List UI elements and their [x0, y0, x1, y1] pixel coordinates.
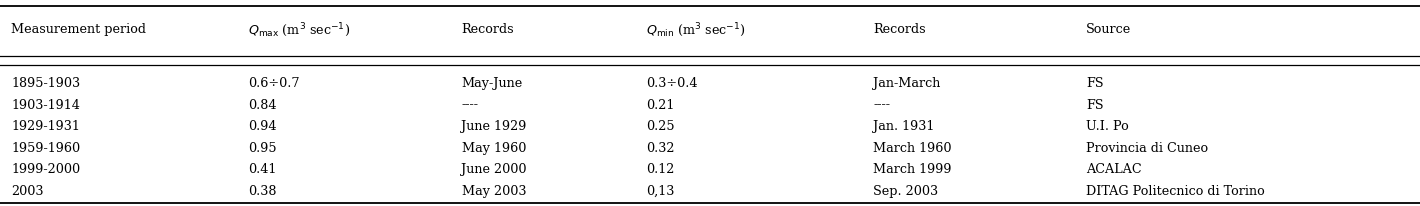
- Text: Provincia di Cuneo: Provincia di Cuneo: [1086, 142, 1208, 155]
- Text: ----: ----: [873, 98, 890, 112]
- Text: 0.94: 0.94: [248, 120, 277, 133]
- Text: Source: Source: [1086, 23, 1132, 36]
- Text: ----: ----: [462, 98, 479, 112]
- Text: Records: Records: [462, 23, 514, 36]
- Text: 0.38: 0.38: [248, 185, 277, 198]
- Text: 1999-2000: 1999-2000: [11, 163, 81, 177]
- Text: 1959-1960: 1959-1960: [11, 142, 81, 155]
- Text: May 2003: May 2003: [462, 185, 525, 198]
- Text: Jan. 1931: Jan. 1931: [873, 120, 934, 133]
- Text: 0.95: 0.95: [248, 142, 277, 155]
- Text: 1895-1903: 1895-1903: [11, 77, 81, 90]
- Text: U.I. Po: U.I. Po: [1086, 120, 1129, 133]
- Text: May 1960: May 1960: [462, 142, 525, 155]
- Text: DITAG Politecnico di Torino: DITAG Politecnico di Torino: [1086, 185, 1265, 198]
- Text: Sep. 2003: Sep. 2003: [873, 185, 939, 198]
- Text: June 2000: June 2000: [462, 163, 527, 177]
- Text: 0.41: 0.41: [248, 163, 277, 177]
- Text: 0.12: 0.12: [646, 163, 674, 177]
- Text: June 1929: June 1929: [462, 120, 527, 133]
- Text: $Q_{\mathrm{min}}$ (m$^{3}$ sec$^{-1}$): $Q_{\mathrm{min}}$ (m$^{3}$ sec$^{-1}$): [646, 21, 746, 39]
- Text: 1929-1931: 1929-1931: [11, 120, 81, 133]
- Text: Measurement period: Measurement period: [11, 23, 146, 36]
- Text: 0.84: 0.84: [248, 98, 277, 112]
- Text: 0,13: 0,13: [646, 185, 674, 198]
- Text: 0.21: 0.21: [646, 98, 674, 112]
- Text: FS: FS: [1086, 98, 1103, 112]
- Text: 2003: 2003: [11, 185, 44, 198]
- Text: 0.32: 0.32: [646, 142, 674, 155]
- Text: $Q_{\mathrm{max}}$ (m$^{3}$ sec$^{-1}$): $Q_{\mathrm{max}}$ (m$^{3}$ sec$^{-1}$): [248, 21, 351, 39]
- Text: March 1960: March 1960: [873, 142, 951, 155]
- Text: 0.3÷0.4: 0.3÷0.4: [646, 77, 697, 90]
- Text: March 1999: March 1999: [873, 163, 951, 177]
- Text: FS: FS: [1086, 77, 1103, 90]
- Text: 1903-1914: 1903-1914: [11, 98, 81, 112]
- Text: 0.25: 0.25: [646, 120, 674, 133]
- Text: ACALAC: ACALAC: [1086, 163, 1142, 177]
- Text: 0.6÷0.7: 0.6÷0.7: [248, 77, 300, 90]
- Text: Records: Records: [873, 23, 926, 36]
- Text: Jan-March: Jan-March: [873, 77, 940, 90]
- Text: May-June: May-June: [462, 77, 523, 90]
